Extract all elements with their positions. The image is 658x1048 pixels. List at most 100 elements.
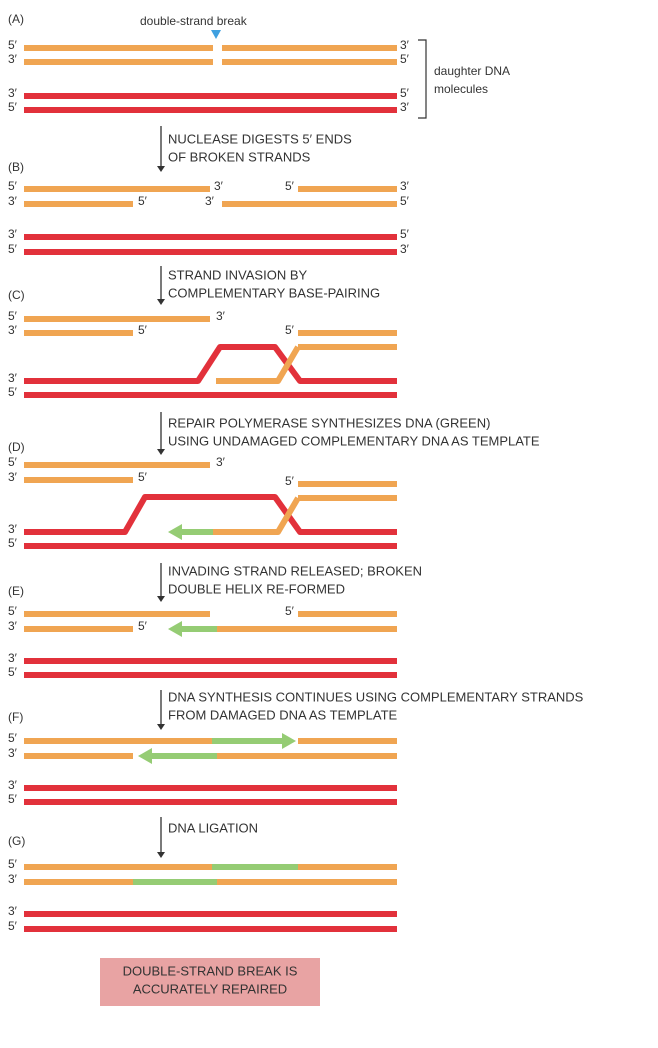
end-label: 5′ <box>8 455 18 469</box>
end-label: 3′ <box>8 778 18 792</box>
new-dna <box>133 864 298 885</box>
red-strands <box>24 911 397 932</box>
orange-strands <box>24 316 397 350</box>
end-label: 5′ <box>400 52 410 66</box>
end-label: 3′ <box>214 179 224 193</box>
panel-label: (C) <box>8 288 25 302</box>
end-label: 3′ <box>400 179 410 193</box>
break-label: double-strand break <box>140 14 248 28</box>
end-label: 3′ <box>8 227 18 241</box>
step-text: NUCLEASE DIGESTS 5′ ENDS <box>168 131 352 146</box>
end-label: 5′ <box>8 242 18 256</box>
panel-label: (A) <box>8 12 24 26</box>
end-label: 3′ <box>8 522 18 536</box>
end-label: 3′ <box>216 309 226 323</box>
end-label: 3′ <box>400 100 410 114</box>
arrowhead <box>157 449 165 455</box>
red-strands <box>24 344 397 398</box>
step-text: DOUBLE HELIX RE-FORMED <box>168 581 345 596</box>
end-label: 5′ <box>138 194 148 208</box>
panel-label: (E) <box>8 584 24 598</box>
red-strands <box>24 93 397 113</box>
arrowhead <box>157 724 165 730</box>
end-label: 5′ <box>138 619 148 633</box>
result-box <box>100 958 320 1006</box>
panel-label: (D) <box>8 440 25 454</box>
arrowhead <box>138 748 152 764</box>
step-text: DNA SYNTHESIS CONTINUES USING COMPLEMENT… <box>168 689 584 704</box>
end-label: 5′ <box>285 474 295 488</box>
end-label: 3′ <box>8 323 18 337</box>
end-label: 3′ <box>216 455 226 469</box>
end-label: 5′ <box>285 604 295 618</box>
arrowhead <box>282 733 296 749</box>
red-strands <box>24 785 397 805</box>
arrowhead <box>168 524 182 540</box>
end-label: 5′ <box>8 309 18 323</box>
end-label: 3′ <box>8 371 18 385</box>
end-label: 3′ <box>8 52 18 66</box>
step-text: COMPLEMENTARY BASE-PAIRING <box>168 285 380 300</box>
end-label: 3′ <box>8 619 18 633</box>
step-text: FROM DAMAGED DNA AS TEMPLATE <box>168 707 398 722</box>
panel-label: (B) <box>8 160 24 174</box>
end-label: 5′ <box>8 38 18 52</box>
end-label: 5′ <box>400 227 410 241</box>
orange-strands <box>24 186 397 207</box>
end-label: 3′ <box>8 872 18 886</box>
step-text: STRAND INVASION BY <box>168 267 308 282</box>
orange-strands <box>24 611 397 632</box>
end-label: 3′ <box>205 194 215 208</box>
arrowhead <box>157 166 165 172</box>
end-label: 5′ <box>8 100 18 114</box>
end-label: 3′ <box>400 242 410 256</box>
bracket <box>418 39 427 119</box>
end-label: 5′ <box>285 179 295 193</box>
end-label: 5′ <box>400 86 410 100</box>
end-label: 3′ <box>8 904 18 918</box>
end-label: 3′ <box>8 86 18 100</box>
result-text: DOUBLE-STRAND BREAK IS <box>123 963 298 978</box>
arrowhead <box>157 852 165 858</box>
step-text: INVADING STRAND RELEASED; BROKEN <box>168 563 422 578</box>
end-label: 3′ <box>8 746 18 760</box>
end-label: 5′ <box>8 731 18 745</box>
end-label: 3′ <box>8 194 18 208</box>
end-label: 5′ <box>8 179 18 193</box>
end-label: 5′ <box>8 857 18 871</box>
end-label: 5′ <box>8 665 18 679</box>
arrowhead <box>157 596 165 602</box>
end-label: 3′ <box>400 38 410 52</box>
break-marker <box>211 30 221 39</box>
step-text: USING UNDAMAGED COMPLEMENTARY DNA AS TEM… <box>168 433 540 448</box>
end-label: 5′ <box>138 470 148 484</box>
invading-strand <box>216 345 301 384</box>
step-text: REPAIR POLYMERASE SYNTHESIZES DNA (GREEN… <box>168 415 490 430</box>
red-strands <box>24 658 397 678</box>
panel-label: (F) <box>8 710 23 724</box>
daughter-label: daughter DNA <box>434 64 510 78</box>
step-text: DNA LIGATION <box>168 820 258 835</box>
end-label: 3′ <box>8 651 18 665</box>
new-dna <box>152 738 284 759</box>
end-label: 5′ <box>285 323 295 337</box>
end-label: 5′ <box>8 919 18 933</box>
daughter-label: molecules <box>434 82 488 96</box>
end-label: 5′ <box>8 792 18 806</box>
end-label: 5′ <box>138 323 148 337</box>
panel-label: (G) <box>8 834 25 848</box>
step-text: OF BROKEN STRANDS <box>168 149 311 164</box>
end-label: 5′ <box>8 536 18 550</box>
invading-strand <box>213 496 301 535</box>
end-label: 5′ <box>400 194 410 208</box>
arrowhead <box>157 299 165 305</box>
red-strands <box>24 494 397 549</box>
red-strands <box>24 234 397 255</box>
orange-strands <box>24 738 397 759</box>
end-label: 5′ <box>8 385 18 399</box>
result-text: ACCURATELY REPAIRED <box>133 981 287 996</box>
orange-strands <box>24 462 397 501</box>
arrowhead <box>168 621 182 637</box>
end-label: 5′ <box>8 604 18 618</box>
